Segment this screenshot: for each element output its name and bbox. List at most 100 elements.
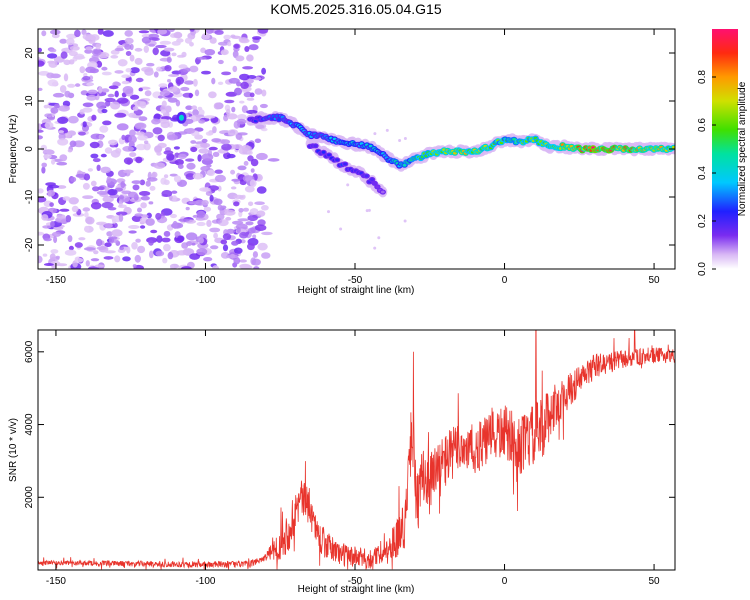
colorbar: 0.0 0.2 0.4 0.6 0.8 Normalized spectral ampl… (697, 29, 748, 276)
spectrogram-noise-cell (185, 105, 193, 110)
spectrogram-noise-cell (126, 159, 132, 165)
spectrogram-noise-cell (132, 184, 140, 191)
spectrogram-noise-cell (82, 102, 94, 108)
spectrogram-noise-cell (85, 46, 93, 51)
spectrogram-noise-cell (103, 256, 114, 260)
spectrogram-noise-cell (257, 242, 268, 251)
spectrogram-noise-cell (59, 154, 68, 162)
spectrogram-noise-cell (101, 201, 114, 209)
spectrogram-noise-cell (170, 264, 175, 269)
spectrogram-noise-cell (90, 180, 97, 187)
spectrogram-noise-cell (185, 206, 190, 211)
spectrogram-noise-cell (74, 83, 81, 87)
spectrogram-noise-cell (69, 45, 80, 51)
snr-y-ticks: 6000 4000 2000 (24, 340, 675, 508)
spectrogram-noise-cell (155, 212, 162, 220)
y-tick-label: -20 (24, 237, 35, 252)
spectrogram-x-ticks: -150 -100 -50 0 50 (46, 29, 660, 286)
spectrogram-noise-cell (234, 87, 242, 96)
spectrogram-noise-cell (66, 37, 75, 46)
spectrogram-noise-cell (191, 242, 196, 246)
spectrogram-noise-cell (82, 107, 93, 113)
x-tick-label: -100 (195, 275, 215, 286)
spectrogram-noise-cell (83, 173, 91, 181)
spectrogram-noise-cell (190, 146, 198, 153)
spectrogram-noise-cell (38, 60, 45, 67)
spectrogram-noise-cell (196, 221, 206, 227)
spectrogram-noise-cell (161, 237, 171, 243)
spectrogram-noise-cell (129, 129, 136, 137)
spectrogram-noise-cell (121, 134, 126, 140)
spectrogram-noise-cell (197, 154, 202, 162)
spectrogram-noise-cell (125, 51, 132, 56)
spectrogram-noise-cell (214, 30, 224, 35)
spectrogram-noise-cell (189, 65, 199, 73)
spectrogram-noise-cell (398, 139, 402, 142)
spectrogram-noise-cell (102, 120, 112, 126)
spectrogram-noise-cell (139, 179, 146, 186)
spectrogram-noise-cell (144, 90, 152, 97)
spectrogram-noise-cell (198, 148, 209, 154)
spectrogram-noise-cell (237, 218, 250, 222)
spectrogram-noise-cell (82, 207, 91, 212)
y-tick-label: 10 (24, 95, 35, 107)
spectrogram-noise-cell (54, 103, 60, 109)
spectrogram-noise-cell (67, 83, 76, 88)
spectrogram-noise-cell (157, 29, 167, 35)
spectrogram-noise-cell (96, 190, 109, 195)
spectrogram-noise-cell (249, 92, 255, 98)
spectrogram-noise-cell (224, 209, 236, 216)
spectrogram-noise-cell (201, 153, 214, 161)
spectrogram-noise-cell (243, 91, 252, 98)
spectrogram-noise-cell (163, 179, 170, 186)
spectrogram-noise-cell (187, 127, 195, 134)
spectrogram-noise-cell (235, 55, 245, 62)
spectrogram-noise-cell (217, 81, 224, 86)
spectrogram-noise-cell (56, 214, 66, 220)
spectrogram-noise-cell (261, 67, 266, 75)
spectrogram-noise-cell (226, 113, 238, 120)
snr-x-ticks: -150 -100 -50 0 50 (46, 330, 660, 587)
spectrogram-noise-cell (239, 231, 249, 239)
spectrogram-noise-cell (113, 82, 121, 87)
spectrogram-noise-cell (247, 150, 253, 155)
spectrogram-noise-cell (195, 217, 206, 221)
spectrogram-noise-cell (249, 208, 259, 215)
spectrogram-noise-cell (141, 36, 152, 44)
spectrogram-noise-cell (47, 79, 59, 87)
secondary-track-core (370, 178, 374, 181)
spectrogram-noise-cell (57, 116, 69, 124)
spectrogram-noise-cell (90, 153, 99, 159)
spectrogram-noise-cell (85, 66, 96, 74)
spectrogram-noise-cell (143, 45, 149, 53)
spectrogram-noise-cell (137, 207, 142, 213)
spectrogram-noise-cell (56, 263, 68, 267)
spectrogram-noise-cell (188, 92, 193, 99)
spectrogram-noise-cell (101, 71, 112, 76)
spectrogram-noise-cell (259, 103, 268, 109)
spectrogram-noise-cell (41, 162, 47, 168)
spectrogram-noise-cell (232, 220, 244, 225)
main-track-core (277, 118, 281, 122)
x-tick-label: 50 (649, 576, 661, 587)
spectrogram-noise-cell (134, 47, 143, 52)
spectrogram-noise-cell (173, 31, 183, 39)
spectrogram-noise-cell (346, 183, 350, 187)
spectrogram-noise-cell (107, 207, 117, 211)
spectrogram-noise-cell (75, 173, 85, 178)
spectrogram-noise-cell (234, 247, 243, 254)
spectrogram-noise-cell (233, 201, 240, 207)
spectrogram-noise-cell (49, 48, 57, 53)
spectrogram-noise-cell (78, 131, 86, 136)
spectrogram-noise-cell (167, 79, 171, 83)
spectrogram-noise-cell (38, 196, 47, 203)
spectrogram-noise-cell (81, 29, 87, 36)
spectrogram-noise-cell (38, 47, 42, 53)
spectrogram-noise-cell (50, 249, 59, 254)
spectrogram-noise-cell (239, 259, 247, 263)
spectrogram-noise-cell (241, 105, 248, 113)
spectrogram-noise-cell (196, 210, 206, 218)
x-tick-label: 0 (502, 576, 508, 587)
spectrogram-noise-cell (117, 248, 126, 253)
